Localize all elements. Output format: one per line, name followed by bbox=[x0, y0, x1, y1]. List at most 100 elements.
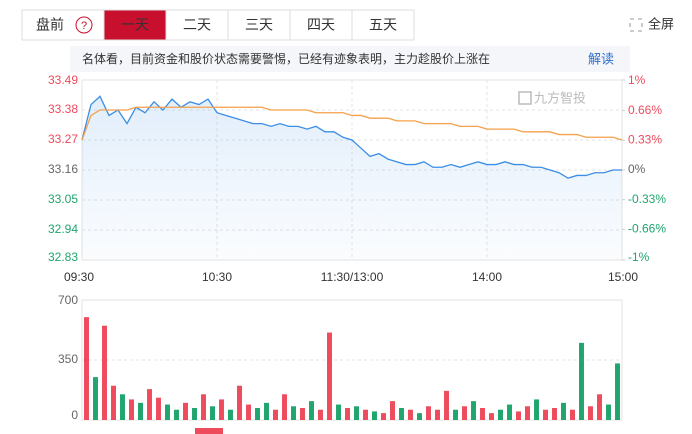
volume-bar bbox=[336, 404, 341, 420]
volume-bar bbox=[588, 406, 593, 420]
volume-bar bbox=[354, 406, 359, 420]
x-tick-label: 14:00 bbox=[472, 270, 502, 284]
y-tick-label: 700 bbox=[58, 293, 78, 307]
volume-bar bbox=[300, 408, 305, 420]
volume-bar bbox=[291, 406, 296, 420]
volume-bar bbox=[219, 399, 224, 420]
y2-tick-label: -1% bbox=[628, 250, 650, 264]
volume-bar bbox=[408, 409, 413, 420]
volume-bar bbox=[327, 332, 332, 420]
y-tick-label: 33.27 bbox=[48, 132, 78, 146]
x-tick-label: 11:30/13:00 bbox=[321, 270, 384, 284]
volume-bar bbox=[237, 385, 242, 420]
y-tick-label: 33.38 bbox=[48, 102, 78, 116]
tab-label: 四天 bbox=[307, 17, 335, 33]
volume-bar bbox=[426, 406, 431, 420]
volume-bar bbox=[444, 390, 449, 420]
volume-bar bbox=[228, 409, 233, 420]
volume-bar bbox=[570, 409, 575, 420]
volume-bar bbox=[84, 317, 89, 420]
news-action[interactable]: 解读 bbox=[588, 51, 614, 66]
tab-label: 二天 bbox=[183, 17, 211, 33]
tab-bar: 盘前? 一天 二天 三天 四天 五天 bbox=[21, 9, 415, 41]
volume-bar bbox=[372, 411, 377, 420]
x-tick-label: 15:00 bbox=[608, 270, 638, 284]
volume-bar bbox=[462, 406, 467, 420]
series-line bbox=[81, 95, 622, 179]
fullscreen-button[interactable]: 全屏 bbox=[629, 16, 674, 32]
volume-bar bbox=[525, 406, 530, 420]
tab[interactable] bbox=[351, 9, 415, 41]
volume-bar bbox=[318, 409, 323, 420]
tab-label: 三天 bbox=[245, 17, 273, 33]
y2-tick-label: 0.66% bbox=[628, 103, 662, 117]
tab[interactable] bbox=[289, 9, 353, 41]
volume-bar bbox=[102, 325, 107, 420]
y-tick-label: 350 bbox=[58, 352, 78, 366]
x-tick-label: 09:30 bbox=[64, 270, 94, 284]
tab-label: 一天 bbox=[121, 17, 149, 33]
fullscreen-icon bbox=[629, 18, 643, 32]
volume-bar bbox=[606, 404, 611, 420]
volume-bar bbox=[579, 342, 584, 420]
volume-bar bbox=[363, 409, 368, 420]
y2-tick-label: -0.66% bbox=[628, 222, 666, 236]
volume-bar bbox=[246, 404, 251, 420]
volume-bar bbox=[561, 402, 566, 420]
y-tick-label: 0 bbox=[71, 408, 78, 422]
volume-bar bbox=[93, 377, 98, 420]
volume-bar bbox=[282, 394, 287, 420]
tab[interactable] bbox=[227, 9, 291, 41]
volume-bar bbox=[507, 404, 512, 420]
price-area bbox=[82, 96, 622, 260]
tab[interactable] bbox=[103, 9, 167, 41]
watermark: 九方智投 bbox=[534, 90, 586, 105]
volume-bar bbox=[264, 402, 269, 420]
volume-bar bbox=[399, 408, 404, 420]
volume-bar bbox=[309, 401, 314, 420]
help-icon-label: ? bbox=[81, 20, 87, 32]
y-tick-label: 32.94 bbox=[48, 222, 78, 236]
volume-bar bbox=[201, 394, 206, 420]
volume-bar bbox=[255, 408, 260, 420]
y2-tick-label: 0.33% bbox=[628, 132, 662, 146]
volume-bar bbox=[534, 399, 539, 420]
series-line bbox=[81, 106, 623, 141]
volume-bar bbox=[471, 401, 476, 420]
volume-bar bbox=[273, 409, 278, 420]
y2-tick-label: 0% bbox=[628, 162, 646, 176]
volume-bar bbox=[390, 401, 395, 420]
volume-bar bbox=[615, 363, 620, 420]
news-text: 名体看，目前资金和股价状态需要警惕，已经有迹象表明，主力趁股价上涨在 bbox=[82, 51, 490, 66]
tab-label: 盘前 bbox=[36, 17, 64, 33]
help-icon bbox=[75, 16, 93, 34]
y-tick-label: 33.05 bbox=[48, 192, 78, 206]
volume-bar bbox=[120, 394, 125, 420]
news-banner bbox=[70, 46, 630, 72]
tab[interactable] bbox=[21, 9, 105, 41]
volume-bar bbox=[183, 402, 188, 420]
volume-bar bbox=[552, 408, 557, 420]
tab-label: 五天 bbox=[369, 17, 397, 33]
watermark-icon bbox=[518, 91, 532, 105]
x-tick-label: 10:30 bbox=[202, 270, 232, 284]
volume-bar bbox=[345, 408, 350, 420]
y-tick-label: 33.49 bbox=[48, 73, 78, 87]
volume-bar bbox=[435, 409, 440, 420]
volume-bar bbox=[381, 413, 386, 420]
volume-bar bbox=[453, 409, 458, 420]
volume-bar bbox=[156, 397, 161, 420]
volume-bar bbox=[543, 409, 548, 420]
y-tick-label: 33.16 bbox=[48, 162, 78, 176]
volume-bar bbox=[516, 411, 521, 420]
volume-bar bbox=[129, 399, 134, 420]
volume-bar bbox=[498, 409, 503, 420]
volume-bar bbox=[138, 402, 143, 420]
fullscreen-label: 全屏 bbox=[648, 16, 674, 31]
volume-bar bbox=[111, 385, 116, 420]
volume-bar bbox=[417, 413, 422, 420]
volume-bar bbox=[174, 409, 179, 420]
y2-tick-label: -0.33% bbox=[628, 192, 666, 206]
